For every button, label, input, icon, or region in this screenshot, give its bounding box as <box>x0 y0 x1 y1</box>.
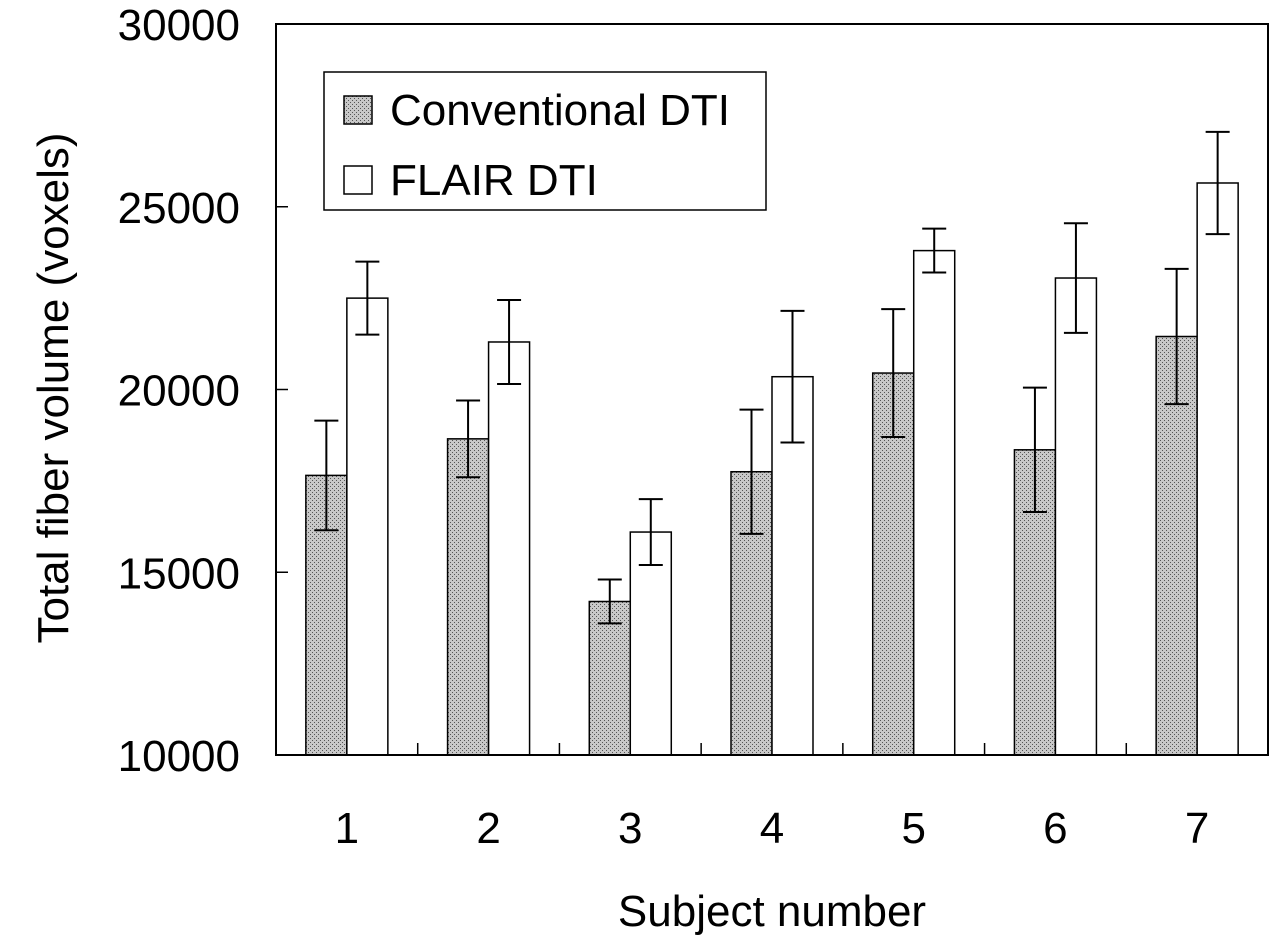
x-tick-label: 4 <box>760 804 784 853</box>
error-bar-flair-dti-subject-4 <box>780 309 805 444</box>
y-tick-labels: 10000 15000 20000 25000 30000 <box>118 1 240 781</box>
bar-flair-dti-subject-4 <box>771 375 814 756</box>
error-bar-conventional-dti-subject-6 <box>1022 386 1047 513</box>
error-bar-conventional-dti-subject-7 <box>1164 267 1189 406</box>
x-tick-labels: 1 2 3 4 5 6 7 <box>335 804 1210 853</box>
y-tick-label: 25000 <box>118 184 240 233</box>
x-tick-label: 3 <box>618 804 642 853</box>
x-tick-label: 7 <box>1185 804 1209 853</box>
error-bar-flair-dti-subject-5 <box>922 227 947 274</box>
x-tick-label: 2 <box>476 804 500 853</box>
error-bar-flair-dti-subject-3 <box>638 498 663 566</box>
legend-label-conventional-dti: Conventional DTI <box>390 86 730 135</box>
x-tick-label: 6 <box>1043 804 1067 853</box>
error-bar-flair-dti-subject-6 <box>1063 222 1088 334</box>
error-bar-conventional-dti-subject-1 <box>314 419 339 532</box>
error-bar-flair-dti-subject-7 <box>1205 130 1230 236</box>
x-axis-title: Subject number <box>618 887 926 936</box>
y-tick-label: 10000 <box>118 732 240 781</box>
error-bar-flair-dti-subject-1 <box>355 260 380 336</box>
error-bar-flair-dti-subject-2 <box>497 298 522 386</box>
legend-swatch-conventional-dti <box>343 95 373 125</box>
ticks-layer <box>276 206 1128 755</box>
bar-conventional-dti-subject-3 <box>588 600 632 756</box>
bar-flair-dti-subject-2 <box>487 341 531 756</box>
bar-flair-dti-subject-6 <box>1054 277 1098 756</box>
bar-flair-dti-subject-1 <box>346 297 389 756</box>
y-tick-label: 20000 <box>118 367 240 416</box>
bars-layer <box>305 182 1239 756</box>
error-bar-conventional-dti-subject-2 <box>456 399 481 479</box>
x-tick-label: 5 <box>901 804 925 853</box>
legend-frame <box>323 71 767 211</box>
error-bar-conventional-dti-subject-4 <box>739 408 764 535</box>
bar-conventional-dti-subject-2 <box>446 438 490 756</box>
bar-flair-dti-subject-3 <box>629 531 673 756</box>
error-bar-conventional-dti-subject-5 <box>881 308 906 439</box>
y-tick-label: 15000 <box>118 549 240 598</box>
error-bars-layer <box>314 130 1230 625</box>
legend-label-flair-dti: FLAIR DTI <box>390 156 598 205</box>
legend: Conventional DTI FLAIR DTI <box>323 71 767 211</box>
y-tick-label: 30000 <box>118 1 240 50</box>
error-bar-conventional-dti-subject-3 <box>597 578 622 625</box>
y-axis-title: Total fiber volume (voxels) <box>29 132 78 643</box>
x-tick-label: 1 <box>335 804 359 853</box>
bar-flair-dti-subject-7 <box>1196 182 1239 756</box>
legend-swatch-flair-dti <box>343 165 373 195</box>
bar-flair-dti-subject-5 <box>912 249 956 756</box>
